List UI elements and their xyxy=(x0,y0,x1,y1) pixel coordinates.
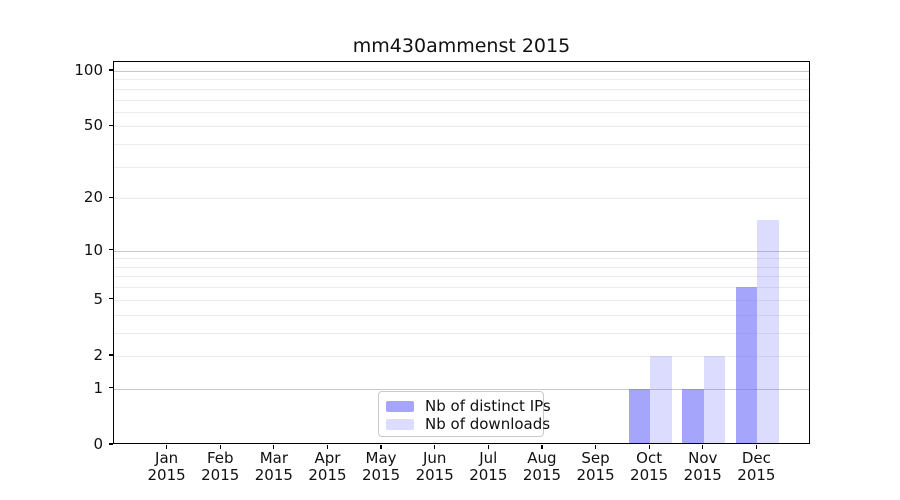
x-tick-year: 2015 xyxy=(415,465,454,484)
y-tick-mark xyxy=(109,387,113,389)
x-tick-mark xyxy=(487,445,489,449)
x-tick-label: Feb 2015 xyxy=(192,450,248,483)
x-tick-label: Oct 2015 xyxy=(621,450,677,483)
legend: Nb of distinct IPs Nb of downloads xyxy=(378,391,551,437)
x-tick-label: Mar 2015 xyxy=(246,450,302,483)
y-tick-label: 1 xyxy=(93,378,103,397)
x-tick-month: Aug xyxy=(527,449,557,467)
legend-swatch-downloads xyxy=(386,419,414,430)
x-tick-label: Jul 2015 xyxy=(460,450,516,483)
y-tick-label: 5 xyxy=(93,289,103,308)
x-tick-mark xyxy=(648,445,650,449)
x-tick-month: Jul xyxy=(479,449,498,467)
legend-label-distinct-ips: Nb of distinct IPs xyxy=(425,397,551,415)
x-tick-month: Nov xyxy=(688,449,718,467)
gridline-minor xyxy=(114,166,809,168)
gridline-minor xyxy=(114,126,809,128)
gridline-minor xyxy=(114,79,809,81)
gridline-minor xyxy=(114,144,809,146)
x-tick-mark xyxy=(273,445,275,449)
y-tick-label: 2 xyxy=(93,345,103,364)
bar-distinct-ips xyxy=(628,388,651,443)
x-tick-month: Jan xyxy=(155,449,179,467)
x-tick-mark xyxy=(702,445,704,449)
y-tick-mark xyxy=(109,249,113,251)
x-tick-month: May xyxy=(365,449,397,467)
x-tick-label: Dec 2015 xyxy=(728,450,784,483)
x-tick-mark xyxy=(326,445,329,449)
y-tick-label: 10 xyxy=(83,240,103,259)
y-tick-mark xyxy=(109,354,113,356)
bar-downloads xyxy=(650,355,672,443)
gridline-minor xyxy=(114,332,809,334)
x-tick-year: 2015 xyxy=(522,465,562,484)
gridline-minor xyxy=(114,314,809,316)
x-tick-year: 2015 xyxy=(254,465,293,484)
x-tick-year: 2015 xyxy=(201,465,240,484)
x-tick-label: Aug 2015 xyxy=(514,450,570,483)
x-tick-year: 2015 xyxy=(308,465,347,484)
bar-distinct-ips xyxy=(682,388,704,443)
x-tick-year: 2015 xyxy=(683,465,722,484)
chart-title: mm430ammenst 2015 xyxy=(352,35,571,57)
x-tick-label: Sep 2015 xyxy=(568,450,624,483)
y-tick-mark xyxy=(109,298,113,300)
gridline-minor xyxy=(114,111,809,113)
legend-swatch-distinct-ips xyxy=(386,401,414,412)
y-tick-mark xyxy=(109,443,113,445)
x-tick-month: Mar xyxy=(259,449,288,467)
gridline-minor xyxy=(114,287,809,289)
x-tick-mark xyxy=(755,445,757,449)
x-tick-month: Sep xyxy=(581,449,610,467)
gridline-major xyxy=(114,250,809,252)
x-tick-year: 2015 xyxy=(630,465,669,484)
y-tick-mark xyxy=(109,124,113,126)
gridline-minor xyxy=(114,88,809,90)
bar-downloads xyxy=(757,220,779,443)
gridline-major xyxy=(114,71,809,72)
gridline-minor xyxy=(114,355,809,357)
x-tick-mark xyxy=(219,445,221,449)
bar-distinct-ips xyxy=(735,287,758,443)
x-tick-mark xyxy=(594,445,597,449)
x-tick-label: May 2015 xyxy=(353,450,409,483)
gridline-minor xyxy=(114,99,809,101)
legend-entry-downloads: Nb of downloads xyxy=(386,416,550,433)
y-tick-label: 20 xyxy=(83,188,103,207)
x-tick-month: Feb xyxy=(206,449,234,467)
gridline-minor xyxy=(114,198,809,200)
bar-downloads xyxy=(703,355,726,443)
x-tick-year: 2015 xyxy=(737,465,776,484)
x-tick-mark xyxy=(380,445,382,449)
legend-label-downloads: Nb of downloads xyxy=(425,415,551,433)
y-tick-mark xyxy=(109,69,113,71)
x-tick-label: Nov 2015 xyxy=(675,450,731,483)
x-tick-month: Apr xyxy=(314,449,341,467)
x-tick-mark xyxy=(541,445,543,449)
x-tick-year: 2015 xyxy=(469,465,508,484)
gridline-minor xyxy=(114,299,809,301)
x-tick-year: 2015 xyxy=(361,465,401,484)
x-tick-month: Oct xyxy=(636,449,663,467)
gridline-minor xyxy=(114,266,809,268)
gridline-minor xyxy=(114,258,809,260)
x-tick-label: Apr 2015 xyxy=(299,450,355,483)
y-tick-label: 100 xyxy=(74,61,103,79)
y-tick-label: 50 xyxy=(83,116,103,135)
x-tick-month: Dec xyxy=(741,449,771,467)
x-tick-year: 2015 xyxy=(147,465,186,484)
x-tick-mark xyxy=(434,445,436,449)
plot-area xyxy=(113,61,810,444)
y-tick-label: 0 xyxy=(93,435,103,453)
legend-entry-distinct-ips: Nb of distinct IPs xyxy=(386,398,551,415)
gridline-minor xyxy=(114,276,809,278)
gridline-major xyxy=(114,388,809,390)
x-tick-mark xyxy=(166,445,168,449)
y-tick-mark xyxy=(109,196,113,198)
x-tick-label: Jan 2015 xyxy=(139,450,195,483)
x-tick-year: 2015 xyxy=(576,465,615,484)
x-tick-label: Jun 2015 xyxy=(407,450,463,483)
x-tick-month: Jun xyxy=(422,449,447,467)
